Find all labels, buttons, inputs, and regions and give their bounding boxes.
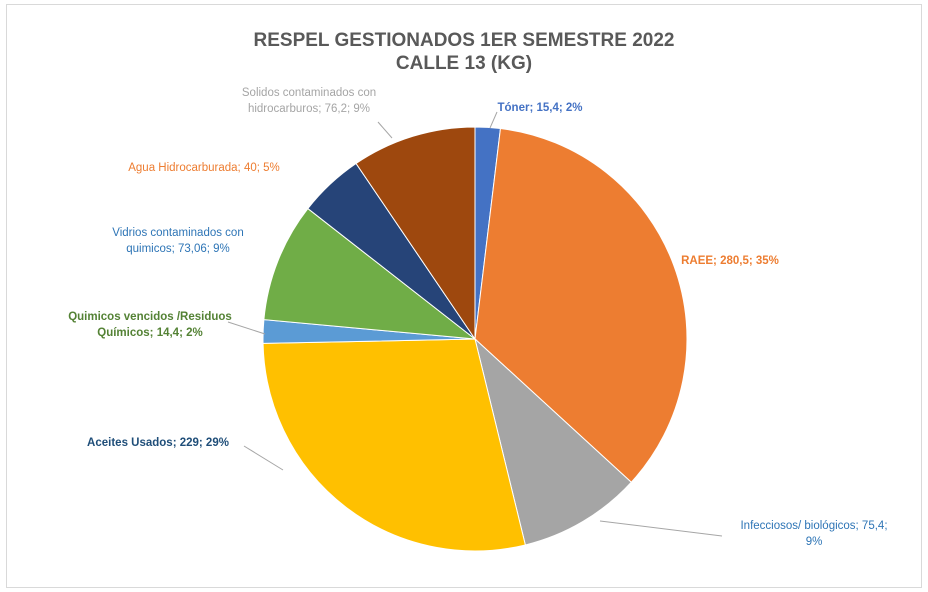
data-label-quimicos-vencidos-residuos-quimicos: Quimicos vencidos /Residuos Químicos; 14,…: [68, 311, 232, 339]
leader-line-infecciosos-biologicos: [599, 520, 723, 537]
pie-slice-solidos-contaminados-con-hidrocarburos: [355, 126, 476, 341]
pie-slice-raee: [474, 127, 688, 483]
leader-line-aceites-usados: [243, 445, 284, 471]
pie-slice-vidrios-contaminados-con-quimicos: [263, 207, 477, 340]
pie-slice-infecciosos-biologicos: [474, 337, 633, 546]
leader-line-solidos-contaminados-con-hidrocarburos: [377, 121, 393, 139]
data-label-aceites-usados: Aceites Usados; 229; 29%: [87, 437, 229, 449]
data-label-vidrios-contaminados-con-quimicos: Vidrios contaminados con quimicos; 73,06;…: [112, 227, 243, 255]
data-label-infecciosos-biologicos: Infecciosos/ biológicos; 75,4; 9%: [740, 520, 887, 548]
data-label-solidos-contaminados-con-hidrocarburos: Solidos contaminados con hidrocarburos; 7…: [242, 87, 376, 115]
leader-line-quimicos-vencidos-residuos-quimicos: [227, 321, 266, 335]
leader-line-toner: [489, 111, 498, 129]
data-label-agua-hidrocarburada: Agua Hidrocarburada; 40; 5%: [128, 162, 280, 174]
data-label-toner: Tóner; 15,4; 2%: [498, 102, 583, 114]
chart-title-line-1: RESPEL GESTIONADOS 1ER SEMESTRE 2022: [253, 30, 675, 51]
pie-slice-aceites-usados: [262, 338, 526, 552]
chart-title-line-2: CALLE 13 (KG): [395, 53, 533, 74]
data-label-raee: RAEE; 280,5; 35%: [681, 255, 779, 267]
